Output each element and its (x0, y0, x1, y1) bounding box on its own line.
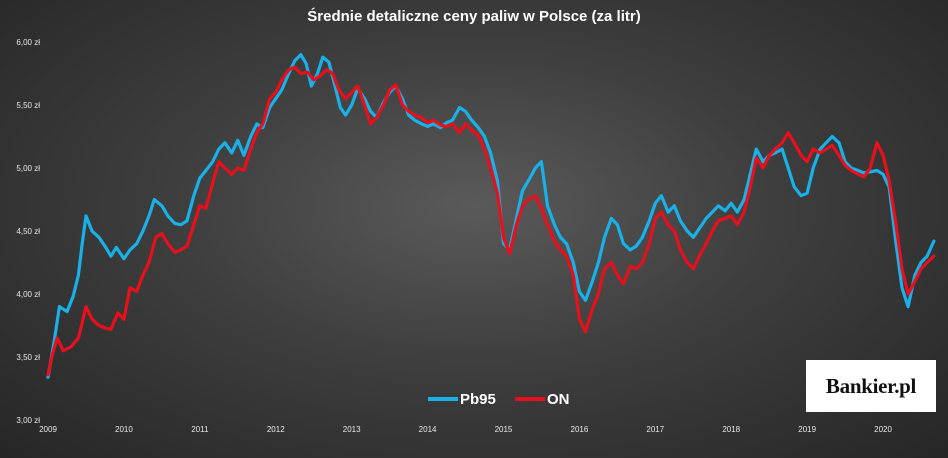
x-tick-label: 2009 (39, 425, 57, 434)
legend-label-on: ON (547, 391, 570, 408)
x-tick-label: 2019 (798, 425, 816, 434)
x-tick-label: 2018 (722, 425, 740, 434)
x-tick-label: 2012 (267, 425, 285, 434)
series-lines (46, 53, 936, 379)
x-tick-label: 2017 (646, 425, 664, 434)
y-tick-label: 3,00 zł (16, 416, 40, 425)
x-tick-label: 2011 (191, 425, 209, 434)
y-tick-label: 6,00 zł (16, 38, 40, 47)
x-tick-label: 2013 (343, 425, 361, 434)
y-tick-label: 5,50 zł (16, 101, 40, 110)
x-tick-label: 2014 (419, 425, 437, 434)
x-tick-label: 2015 (495, 425, 513, 434)
y-tick-label: 5,00 zł (16, 164, 40, 173)
y-tick-label: 4,50 zł (16, 227, 40, 236)
x-tick-label: 2020 (874, 425, 892, 434)
x-tick-label: 2010 (115, 425, 133, 434)
chart-title: Średnie detaliczne ceny paliw w Polsce (… (307, 7, 640, 25)
legend: Pb95 ON (428, 391, 570, 408)
bankier-logo-text: Bankier.pl (825, 373, 917, 398)
y-tick-label: 3,50 zł (16, 353, 40, 362)
series-line-pb95 (46, 53, 936, 379)
y-axis-ticks: 3,00 zł 3,50 zł 4,00 zł 4,50 zł 5,00 zł 5,50 … (16, 38, 40, 425)
y-tick-label: 4,00 zł (16, 290, 40, 299)
bankier-logo: Bankier.pl (806, 360, 936, 412)
x-axis-ticks: 2009 2010 2011 2012 2013 2014 2015 2016 2017 2018… (39, 425, 892, 434)
x-tick-label: 2016 (571, 425, 589, 434)
legend-label-pb95: Pb95 (460, 391, 496, 408)
series-line-on (46, 65, 936, 377)
